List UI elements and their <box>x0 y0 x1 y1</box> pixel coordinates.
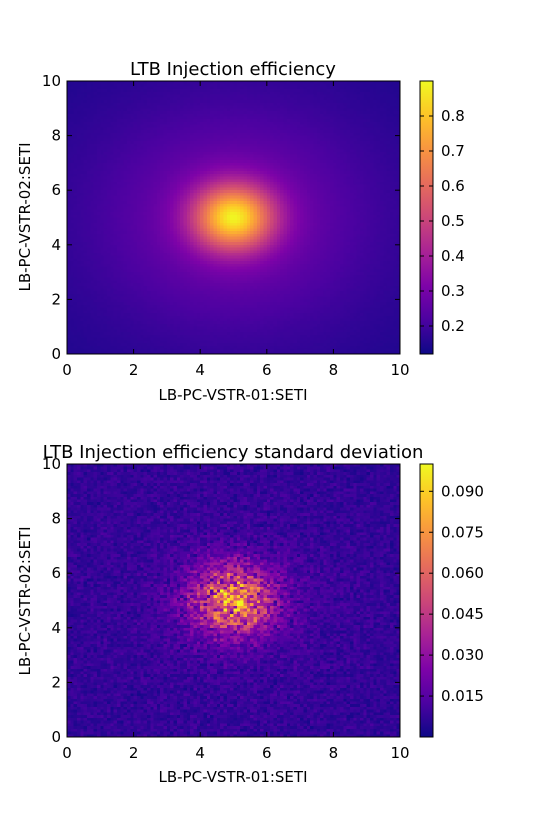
chart-1-heatmap <box>67 81 400 354</box>
chart-1-colorbar-tick-label: 0.2 <box>441 317 465 335</box>
chart-1-x-tick-label: 10 <box>390 361 409 379</box>
chart-2-colorbar-tick-label: 0.045 <box>441 605 484 623</box>
chart-1-colorbar-tick-label: 0.7 <box>441 142 465 160</box>
chart-2-x-tick-label: 8 <box>329 744 339 762</box>
chart-1-colorbar-tick-label: 0.6 <box>441 177 465 195</box>
chart-1: LTB Injection efficiency 0 2 4 6 8 100246810 … <box>16 59 465 404</box>
chart-2-colorbar-tick-label: 0.015 <box>441 687 484 705</box>
chart-1-y-tick-label: 4 <box>51 236 61 254</box>
chart-1-colorbar <box>419 80 434 355</box>
chart-1-y-label: LB-PC-VSTR-02:SETI <box>16 142 34 291</box>
chart-2-colorbar-ticks: 0.015 0.030 0.045 0.060 0.075 0.090 <box>420 482 484 705</box>
chart-1-colorbar-tick-label: 0.5 <box>441 212 465 230</box>
chart-2-heatmap <box>67 464 400 737</box>
chart-2-y-tick-label: 10 <box>42 455 61 473</box>
chart-2-x-tick-label: 4 <box>195 744 205 762</box>
chart-1-y-tick-label: 6 <box>51 181 61 199</box>
chart-1-colorbar-ticks: 0.2 0.3 0.4 0.5 0.6 0.7 0.8 <box>420 107 465 335</box>
chart-1-y-tick-label: 8 <box>51 127 61 145</box>
chart-1-y-tick-label: 2 <box>51 290 61 308</box>
chart-1-colorbar-tick-label: 0.4 <box>441 247 465 265</box>
chart-1-axes: 0 2 4 6 8 10 0 2 4 6 8 10 <box>42 72 410 379</box>
chart-2-x-tick-label: 2 <box>129 744 139 762</box>
chart-2-colorbar-tick-label: 0.060 <box>441 564 484 582</box>
chart-1-x-tick-label: 8 <box>329 361 339 379</box>
chart-2: LTB Injection efficiency standard deviat… <box>16 442 484 786</box>
chart-1-x-tick-label: 0 <box>62 361 72 379</box>
chart-1-title: LTB Injection efficiency <box>130 59 336 80</box>
chart-2-title: LTB Injection efficiency standard deviat… <box>43 442 424 463</box>
chart-2-x-label: LB-PC-VSTR-01:SETI <box>158 768 307 786</box>
chart-1-x-tick-label: 2 <box>129 361 139 379</box>
chart-2-y-tick-label: 2 <box>51 673 61 691</box>
chart-1-y-tick-label: 0 <box>51 345 61 363</box>
chart-1-x-label: LB-PC-VSTR-01:SETI <box>158 386 307 404</box>
chart-1-colorbar-tick-label: 0.8 <box>441 107 465 125</box>
chart-2-heatmap-image <box>67 464 400 737</box>
chart-2-x-tick-label: 6 <box>262 744 272 762</box>
chart-2-x-tick-label: 10 <box>390 744 409 762</box>
chart-2-colorbar-tick-label: 0.030 <box>441 646 484 664</box>
chart-2-colorbar-tick-label: 0.090 <box>441 482 484 500</box>
chart-2-y-tick-label: 8 <box>51 510 61 528</box>
chart-2-y-tick-label: 6 <box>51 564 61 582</box>
chart-2-y-label: LB-PC-VSTR-02:SETI <box>16 526 34 675</box>
chart-1-plot-frame <box>66 80 401 355</box>
chart-1-heatmap-image <box>67 81 400 354</box>
chart-1-x-tick-label: 4 <box>195 361 205 379</box>
chart-1-y-tick-label: 10 <box>42 72 61 90</box>
chart-2-plot-frame <box>66 463 401 738</box>
chart-2-x-tick-label: 0 <box>62 744 72 762</box>
chart-2-y-tick-label: 0 <box>51 728 61 746</box>
chart-2-colorbar-tick-label: 0.075 <box>441 523 484 541</box>
chart-1-colorbar-tick-label: 0.3 <box>441 282 465 300</box>
chart-2-axes: 0 2 4 6 8 10 0 2 4 6 8 10 <box>42 455 410 762</box>
chart-2-y-tick-label: 4 <box>51 619 61 637</box>
chart-1-x-tick-label: 6 <box>262 361 272 379</box>
